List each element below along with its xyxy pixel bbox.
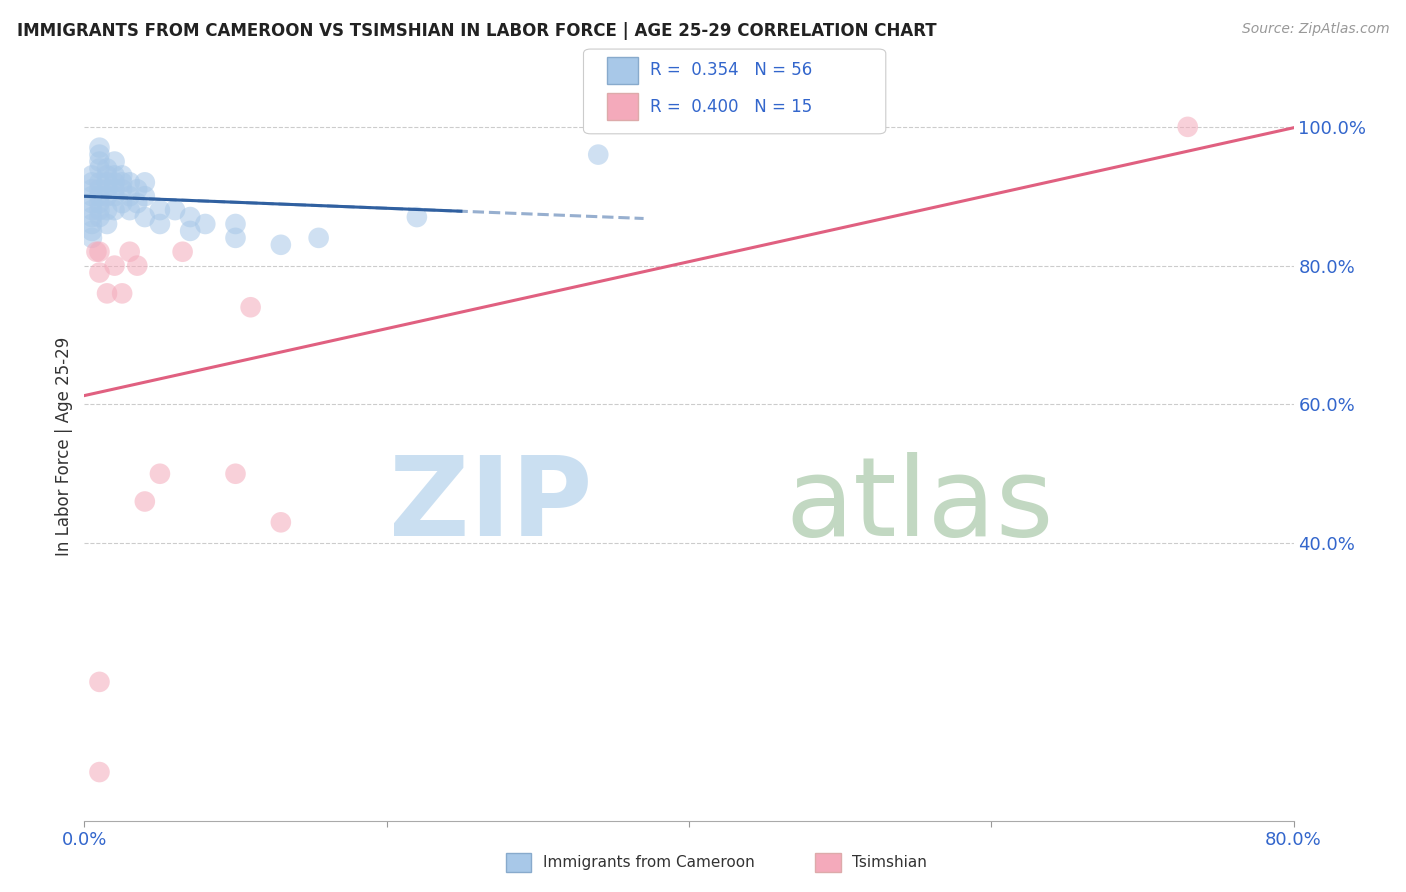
Point — [86, 244, 108, 259]
Point — [111, 175, 134, 189]
Point — [127, 259, 149, 273]
Text: IMMIGRANTS FROM CAMEROON VS TSIMSHIAN IN LABOR FORCE | AGE 25-29 CORRELATION CHA: IMMIGRANTS FROM CAMEROON VS TSIMSHIAN IN… — [17, 22, 936, 40]
Point — [179, 224, 201, 238]
Text: Tsimshian: Tsimshian — [852, 855, 927, 870]
Point — [104, 189, 127, 203]
Point — [149, 203, 172, 218]
Point — [96, 182, 118, 196]
Point — [96, 169, 118, 183]
Point — [225, 231, 247, 245]
Point — [104, 203, 127, 218]
Point — [165, 203, 187, 218]
Point — [239, 300, 262, 314]
Point — [134, 494, 156, 508]
Text: ZIP: ZIP — [389, 452, 592, 559]
Point — [118, 244, 141, 259]
Point — [104, 259, 127, 273]
Point — [80, 224, 103, 238]
Point — [104, 182, 127, 196]
Point — [225, 217, 247, 231]
Point — [96, 217, 118, 231]
Point — [80, 217, 103, 231]
Point — [406, 210, 429, 224]
Point — [588, 147, 610, 161]
Point — [89, 182, 111, 196]
Point — [80, 210, 103, 224]
Point — [89, 175, 111, 189]
Text: Source: ZipAtlas.com: Source: ZipAtlas.com — [1241, 22, 1389, 37]
Point — [80, 169, 103, 183]
Point — [270, 516, 292, 530]
Point — [194, 217, 217, 231]
Point — [96, 189, 118, 203]
Point — [134, 189, 156, 203]
Text: atlas: atlas — [786, 452, 1054, 559]
Point — [172, 244, 194, 259]
Text: Immigrants from Cameroon: Immigrants from Cameroon — [543, 855, 755, 870]
Point — [89, 196, 111, 211]
Point — [149, 467, 172, 481]
Point — [89, 189, 111, 203]
Text: R =  0.354   N = 56: R = 0.354 N = 56 — [650, 62, 811, 79]
Point — [89, 244, 111, 259]
Point — [89, 674, 111, 689]
Point — [89, 147, 111, 161]
Point — [127, 196, 149, 211]
Point — [89, 203, 111, 218]
Point — [80, 182, 103, 196]
Y-axis label: In Labor Force | Age 25-29: In Labor Force | Age 25-29 — [55, 336, 73, 556]
Point — [118, 175, 141, 189]
Point — [89, 141, 111, 155]
Point — [149, 217, 172, 231]
Point — [111, 286, 134, 301]
Point — [225, 467, 247, 481]
Point — [308, 231, 330, 245]
Point — [179, 210, 201, 224]
Point — [80, 175, 103, 189]
Point — [96, 175, 118, 189]
Point — [80, 189, 103, 203]
Point — [104, 169, 127, 183]
Point — [104, 175, 127, 189]
Point — [134, 210, 156, 224]
Point — [89, 765, 111, 780]
Point — [80, 203, 103, 218]
Text: R =  0.400   N = 15: R = 0.400 N = 15 — [650, 98, 811, 116]
Point — [89, 266, 111, 280]
Point — [1177, 120, 1199, 134]
Point — [111, 196, 134, 211]
Point — [89, 154, 111, 169]
Point — [270, 237, 292, 252]
Point — [104, 154, 127, 169]
Point — [118, 203, 141, 218]
Point — [127, 182, 149, 196]
Point — [80, 196, 103, 211]
Point — [111, 182, 134, 196]
Point — [118, 189, 141, 203]
Point — [96, 161, 118, 176]
Point — [89, 161, 111, 176]
Point — [96, 286, 118, 301]
Point — [80, 231, 103, 245]
Point — [134, 175, 156, 189]
Point — [111, 169, 134, 183]
Point — [96, 203, 118, 218]
Point — [89, 210, 111, 224]
